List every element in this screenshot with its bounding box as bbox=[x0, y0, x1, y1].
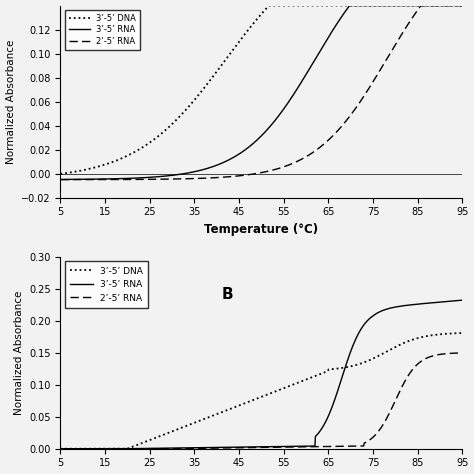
2’-5’ RNA bbox=[459, 3, 465, 9]
Text: B: B bbox=[221, 287, 233, 302]
Legend: 3’-5’ DNA, 3’-5’ RNA, 2’-5’ RNA: 3’-5’ DNA, 3’-5’ RNA, 2’-5’ RNA bbox=[65, 261, 148, 308]
3’-5’ DNA bbox=[291, 91, 297, 97]
3’-5’ RNA bbox=[291, 444, 297, 450]
Y-axis label: Normalized Absorbance: Normalized Absorbance bbox=[6, 39, 16, 164]
Line: 3’-5’ DNA: 3’-5’ DNA bbox=[61, 6, 462, 180]
3’-5’ RNA bbox=[403, 24, 409, 29]
2’-5’ RNA bbox=[292, 3, 297, 9]
3’-5’ DNA bbox=[363, 3, 369, 9]
3’-5’ RNA bbox=[459, 3, 465, 9]
Line: 3’-5’ DNA: 3’-5’ DNA bbox=[61, 300, 462, 449]
3’-5’ RNA bbox=[301, 155, 307, 161]
3’-5’ RNA bbox=[362, 91, 368, 97]
3’-5’ DNA bbox=[82, 446, 88, 452]
2’-5’ RNA bbox=[362, 359, 368, 365]
3’-5’ DNA bbox=[404, 3, 410, 9]
3’-5’ RNA bbox=[58, 177, 64, 182]
2’-5’ RNA bbox=[302, 3, 308, 9]
3’-5’ DNA bbox=[314, 433, 319, 438]
2’-5’ RNA bbox=[291, 382, 297, 387]
3’-5’ RNA bbox=[362, 440, 368, 446]
3’-5’ RNA bbox=[291, 160, 297, 166]
Line: 3’-5’ RNA: 3’-5’ RNA bbox=[61, 353, 462, 449]
X-axis label: Temperature (°C): Temperature (°C) bbox=[204, 223, 319, 236]
3’-5’ DNA bbox=[82, 176, 88, 182]
2’-5’ RNA bbox=[266, 3, 272, 9]
3’-5’ DNA bbox=[403, 302, 409, 308]
2’-5’ RNA bbox=[314, 373, 319, 378]
2’-5’ RNA bbox=[82, 446, 88, 452]
3’-5’ DNA bbox=[301, 443, 307, 449]
2’-5’ RNA bbox=[82, 167, 88, 173]
3’-5’ DNA bbox=[58, 177, 64, 182]
3’-5’ DNA bbox=[291, 444, 297, 449]
3’-5’ RNA bbox=[418, 3, 424, 9]
Legend: 3’-5’ DNA, 3’-5’ RNA, 2’-5’ RNA: 3’-5’ DNA, 3’-5’ RNA, 2’-5’ RNA bbox=[64, 10, 140, 50]
2’-5’ RNA bbox=[301, 377, 307, 383]
3’-5’ RNA bbox=[314, 444, 319, 449]
3’-5’ RNA bbox=[301, 444, 307, 450]
3’-5’ DNA bbox=[58, 446, 64, 452]
3’-5’ DNA bbox=[459, 3, 465, 9]
3’-5’ RNA bbox=[314, 147, 319, 153]
3’-5’ DNA bbox=[301, 74, 307, 80]
Line: 2’-5’ RNA: 2’-5’ RNA bbox=[61, 333, 462, 449]
2’-5’ RNA bbox=[403, 339, 409, 345]
2’-5’ RNA bbox=[58, 446, 64, 452]
3’-5’ DNA bbox=[362, 320, 368, 326]
2’-5’ RNA bbox=[459, 330, 465, 336]
3’-5’ RNA bbox=[403, 376, 409, 382]
2’-5’ RNA bbox=[404, 3, 410, 9]
2’-5’ RNA bbox=[314, 3, 320, 9]
Line: 2’-5’ RNA: 2’-5’ RNA bbox=[61, 6, 462, 174]
3’-5’ DNA bbox=[347, 3, 353, 9]
Line: 3’-5’ RNA: 3’-5’ RNA bbox=[61, 6, 462, 180]
3’-5’ DNA bbox=[459, 297, 465, 303]
3’-5’ RNA bbox=[82, 446, 88, 452]
3’-5’ RNA bbox=[58, 446, 64, 452]
3’-5’ DNA bbox=[314, 54, 319, 60]
3’-5’ RNA bbox=[459, 350, 465, 356]
Y-axis label: Normalized Absorbance: Normalized Absorbance bbox=[14, 291, 24, 415]
2’-5’ RNA bbox=[58, 171, 64, 177]
3’-5’ RNA bbox=[82, 177, 88, 182]
2’-5’ RNA bbox=[363, 3, 369, 9]
